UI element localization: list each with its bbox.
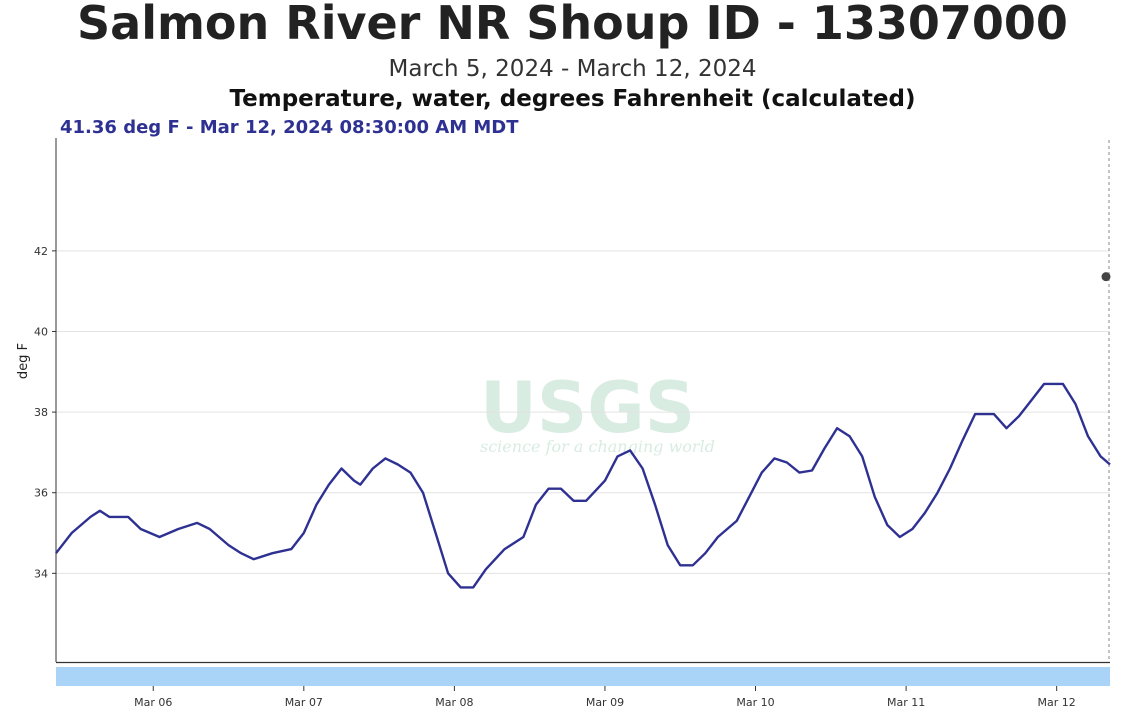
chart-title: Salmon River NR Shoup ID - 13307000	[77, 0, 1068, 50]
grid-lines	[56, 250, 1110, 574]
x-tick-label: Mar 07	[285, 696, 323, 709]
y-tick-label: 42	[34, 245, 48, 258]
x-tick-label: Mar 08	[435, 696, 473, 709]
usgs-logo-watermark: USGS	[480, 367, 695, 449]
series-group	[55, 272, 1111, 589]
x-axis: Mar 06 Mar 07 Mar 08 Mar 09 Mar 10 Mar 11 Mar …	[134, 686, 1076, 709]
hover-point	[1101, 272, 1111, 282]
y-tick-label: 34	[34, 567, 48, 580]
y-tick-label: 38	[34, 406, 48, 419]
x-tick-label: Mar 10	[736, 696, 774, 709]
y-axis: 34 36 38 40 42	[34, 245, 56, 580]
x-tick-label: Mar 09	[586, 696, 624, 709]
x-tick-label: Mar 06	[134, 696, 172, 709]
chart-subtitle: March 5, 2024 - March 12, 2024	[388, 56, 757, 82]
series-line[interactable]	[55, 382, 1111, 589]
x-tick-label: Mar 11	[887, 696, 925, 709]
y-tick-label: 40	[34, 325, 48, 338]
y-axis-label: deg F	[16, 343, 31, 379]
time-brush[interactable]	[56, 667, 1110, 686]
y-tick-label: 36	[34, 487, 48, 500]
hover-readout: 41.36 deg F - Mar 12, 2024 08:30:00 AM M…	[60, 117, 519, 138]
parameter-label: Temperature, water, degrees Fahrenheit (…	[229, 86, 916, 112]
usgs-watermark: USGS science for a changing world	[480, 367, 715, 456]
usgs-tagline-watermark: science for a changing world	[480, 437, 715, 456]
x-tick-label: Mar 12	[1038, 696, 1076, 709]
